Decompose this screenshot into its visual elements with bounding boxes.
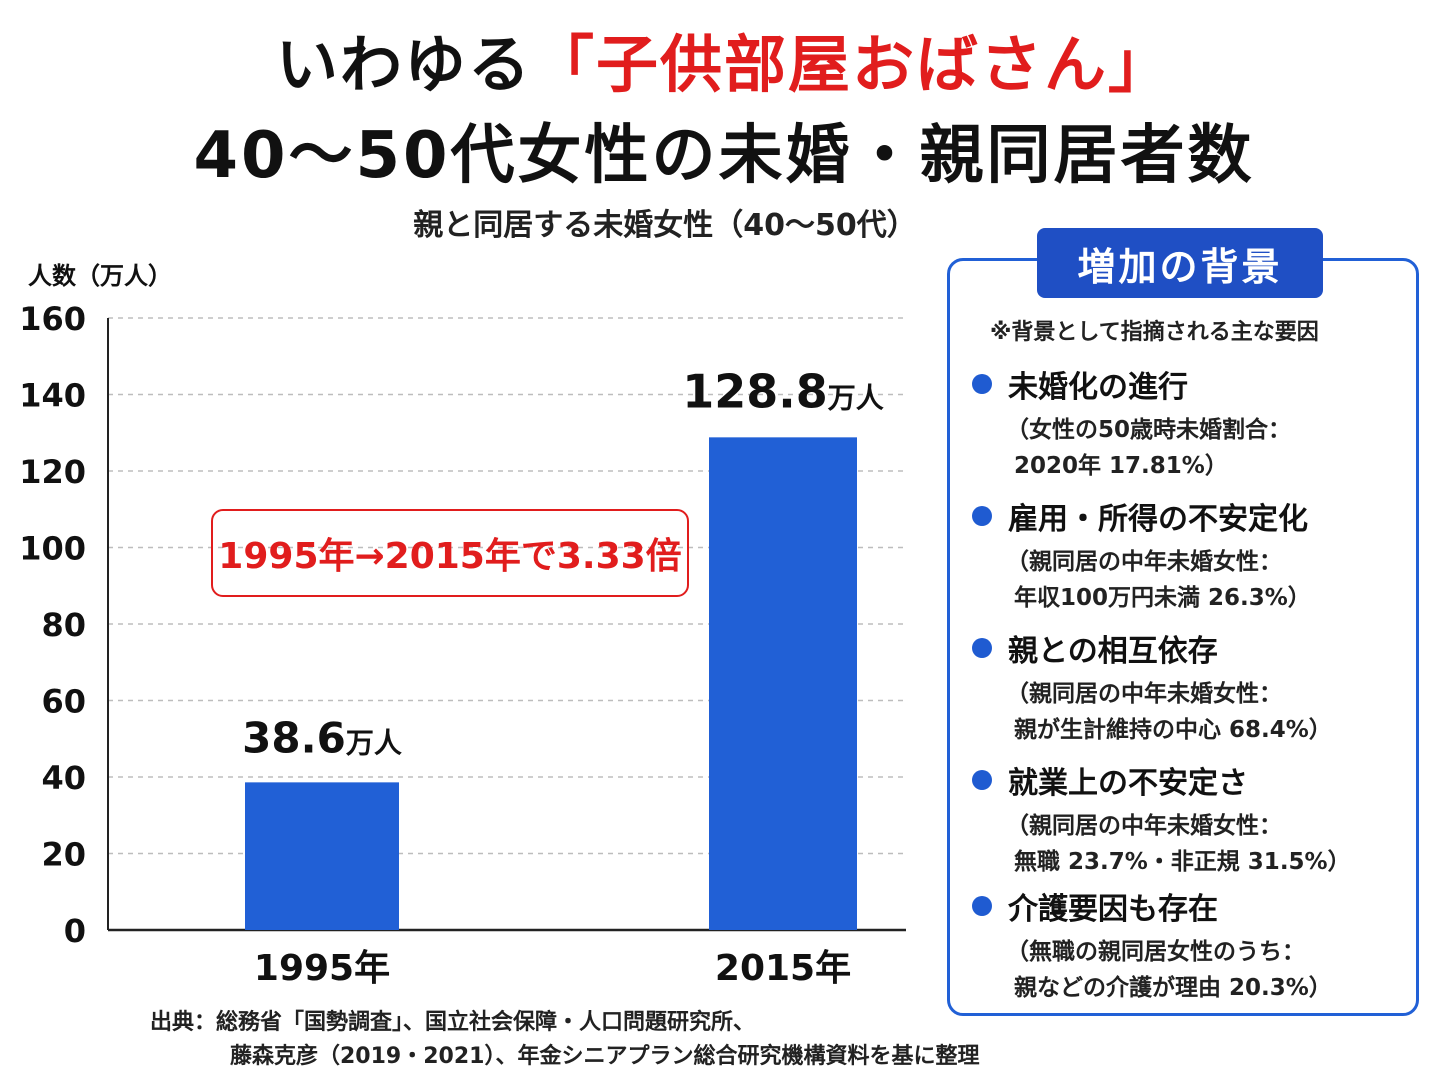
factor-detail-line2: 親などの介護が理由 20.3%） [1014,975,1332,1001]
bar-data-label: 38.6万人 [242,713,402,762]
y-tick-label: 60 [41,683,86,721]
y-tick-label: 120 [19,453,86,491]
bar-data-label: 128.8万人 [682,364,884,418]
main-title-highlight: 「子供部屋おばさん」 [532,28,1173,101]
factor-detail-line2: 年収100万円未満 26.3%） [1014,585,1311,611]
y-tick-label: 80 [41,606,86,644]
y-tick-label: 20 [41,836,86,874]
factor-item: 就業上の不安定さ （親同居の中年未婚女性： 無職 23.7%・非正規 31.5%… [972,758,1402,880]
factor-detail-line1: （親同居の中年未婚女性： [1006,813,1282,839]
chart-title: 親と同居する未婚女性（40～50代） [413,208,917,243]
y-tick-label: 160 [19,300,86,338]
factor-detail-line1: （女性の50歳時未婚割合： [1006,417,1292,443]
bullet-icon [972,896,992,916]
bullet-icon [972,374,992,394]
factor-detail-line1: （親同居の中年未婚女性： [1006,549,1282,575]
bullet-icon [972,770,992,790]
bar [709,437,857,930]
panel-title: 増加の背景 [1037,228,1323,298]
factor-detail-line2: 2020年 17.81%） [1014,453,1228,479]
main-title-line2: 40～50代女性の未婚・親同居者数 [193,119,1255,193]
main-title: いわゆる「子供部屋おばさん」 [0,14,1448,104]
source-note: 出典：総務省「国勢調査」、国立社会保障・人口問題研究所、 藤森克彦（2019・2… [150,1006,979,1074]
y-tick-label: 40 [41,759,86,797]
x-tick-label: 2015年 [715,948,851,989]
factor-detail-line2: 親が生計維持の中心 68.4%） [1014,717,1332,743]
bullet-icon [972,506,992,526]
y-tick-label: 100 [19,530,86,568]
factor-detail-line1: （無職の親同居女性のうち： [1006,939,1305,965]
y-tick-label: 0 [64,912,86,950]
panel-note: ※背景として指摘される主な要因 [990,320,1319,345]
factor-item: 介護要因も存在 （無職の親同居女性のうち： 親などの介護が理由 20.3%） [972,884,1402,1006]
factor-detail-line1: （親同居の中年未婚女性： [1006,681,1282,707]
factor-heading: 介護要因も存在 [1008,892,1218,927]
source-line1: 出典：総務省「国勢調査」、国立社会保障・人口問題研究所、 [150,1010,756,1035]
x-tick-label: 1995年 [254,948,390,989]
source-line2: 藤森克彦（2019・2021）、年金シニアプラン総合研究機構資料を基に整理 [230,1044,980,1069]
factor-heading: 就業上の不安定さ [1008,766,1248,801]
bar [245,782,399,930]
main-title-prefix: いわゆる [275,28,532,101]
bullet-icon [972,638,992,658]
factor-item: 雇用・所得の不安定化 （親同居の中年未婚女性： 年収100万円未満 26.3%） [972,494,1402,616]
y-axis-label: 人数（万人） [28,262,172,290]
factor-item: 未婚化の進行 （女性の50歳時未婚割合： 2020年 17.81%） [972,362,1402,484]
growth-callout: 1995年→2015年で3.33倍 [211,509,689,597]
factor-heading: 雇用・所得の不安定化 [1008,502,1308,537]
factor-item: 親との相互依存 （親同居の中年未婚女性： 親が生計維持の中心 68.4%） [972,626,1402,748]
bar-chart: 0 20 40 60 80 100 120 140 160 38.6万人 1995年 128.8万人 2… [19,300,906,989]
factor-heading: 未婚化の進行 [1008,370,1188,405]
factor-detail-line2: 無職 23.7%・非正規 31.5%） [1014,849,1351,875]
y-tick-label: 140 [19,377,86,415]
factor-heading: 親との相互依存 [1008,634,1218,669]
